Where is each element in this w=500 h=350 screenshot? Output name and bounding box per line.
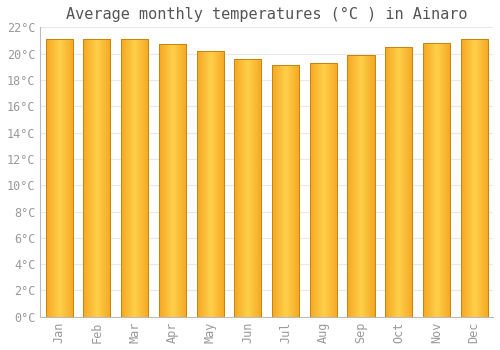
Title: Average monthly temperatures (°C ) in Ainaro: Average monthly temperatures (°C ) in Ai… <box>66 7 468 22</box>
Bar <box>121 39 148 317</box>
Bar <box>46 39 73 317</box>
Bar <box>385 47 412 317</box>
Bar <box>348 55 374 317</box>
Bar <box>159 44 186 317</box>
Bar <box>272 65 299 317</box>
Bar <box>460 39 488 317</box>
Bar <box>84 39 110 317</box>
Bar <box>423 43 450 317</box>
Bar <box>234 59 262 317</box>
Bar <box>196 51 224 317</box>
Bar <box>310 63 337 317</box>
